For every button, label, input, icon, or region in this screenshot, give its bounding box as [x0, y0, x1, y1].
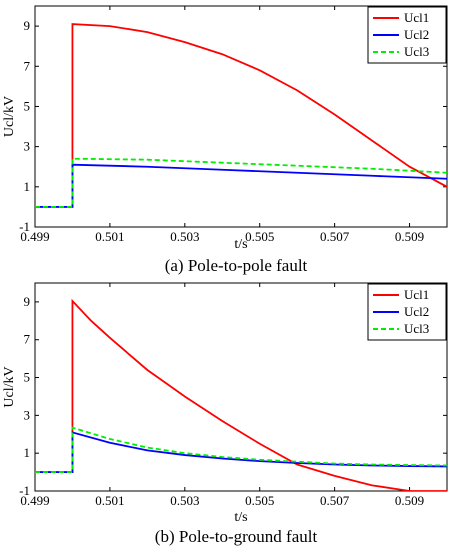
- x-tick-label: 0.505: [245, 229, 274, 244]
- figure-caption: (a) Pole-to-pole fault: [165, 256, 308, 275]
- y-tick-label: 3: [24, 407, 31, 422]
- legend-label: Ucl1: [404, 287, 429, 302]
- y-tick-label: 7: [24, 332, 31, 347]
- x-axis-label: t/s: [234, 510, 247, 525]
- x-tick-label: 0.501: [95, 229, 124, 244]
- chart-panel-1: 0.499 0.501 0.503 0.505 0.507 0.509 -1 1 3 5 7 9 Ucl…: [2, 5, 448, 275]
- legend-label: Ucl3: [404, 321, 429, 336]
- series-line-ucl3: [35, 426, 447, 473]
- y-tick-label: 1: [24, 445, 31, 460]
- x-tick-label: 0.503: [170, 229, 199, 244]
- x-tick-label: 0.507: [320, 229, 350, 244]
- legend: Ucl1 Ucl2 Ucl3: [367, 6, 447, 64]
- y-tick-label: 5: [24, 370, 31, 385]
- legend-label: Ucl1: [404, 10, 429, 25]
- x-tick-label: 0.503: [170, 493, 199, 508]
- x-tick-label: 0.505: [245, 493, 274, 508]
- figure-caption: (b) Pole-to-ground fault: [155, 527, 318, 546]
- series-line-ucl2: [35, 431, 447, 473]
- legend-label: Ucl3: [404, 44, 429, 59]
- series-line-ucl1: [35, 23, 447, 208]
- x-tick-label: 0.499: [20, 493, 49, 508]
- y-tick-label: 3: [24, 139, 31, 154]
- x-tick-label: 0.509: [395, 229, 424, 244]
- y-tick-label: -1: [19, 219, 30, 234]
- chart-panel-2: 0.499 0.501 0.503 0.505 0.507 0.509 -1 1 3 5 7 9 Ucl…: [2, 282, 448, 546]
- legend: Ucl1 Ucl2 Ucl3: [367, 283, 447, 341]
- y-tick-label: -1: [19, 483, 30, 498]
- x-tick-label: 0.499: [20, 229, 49, 244]
- y-tick-label: 7: [24, 58, 31, 73]
- series-line-ucl1: [35, 298, 447, 491]
- y-tick-label: 9: [24, 294, 31, 309]
- legend-label: Ucl2: [404, 27, 429, 42]
- x-tick-label: 0.509: [395, 493, 424, 508]
- y-axis-label: Ucl/kV: [2, 96, 17, 137]
- x-tick-label: 0.501: [95, 493, 124, 508]
- x-tick-label: 0.507: [320, 493, 350, 508]
- y-tick-label: 1: [24, 179, 31, 194]
- y-tick-label: 9: [24, 18, 31, 33]
- x-axis-label: t/s: [234, 237, 247, 252]
- y-axis-label: Ucl/kV: [2, 366, 17, 407]
- legend-label: Ucl2: [404, 304, 429, 319]
- y-tick-label: 5: [24, 98, 31, 113]
